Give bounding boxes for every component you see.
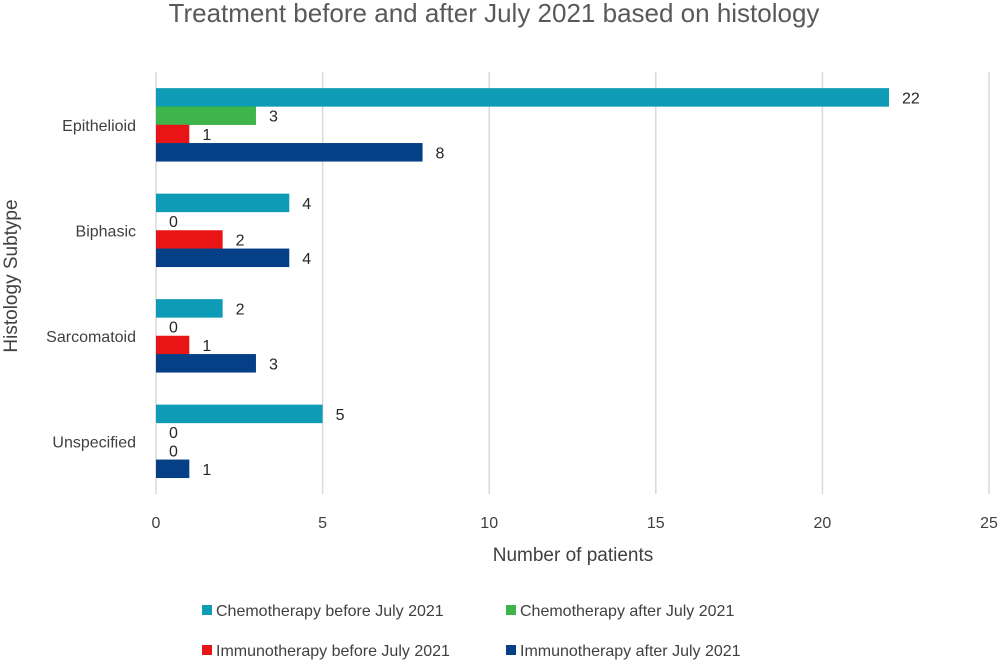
bar (156, 106, 256, 125)
legend-swatch (506, 605, 516, 615)
y-tick-label: Sarcomatoid (46, 329, 136, 346)
data-label: 1 (202, 338, 211, 355)
data-label: 2 (236, 301, 245, 318)
data-label: 22 (902, 90, 920, 107)
data-label: 3 (269, 356, 278, 373)
data-label: 3 (269, 109, 278, 126)
bar (156, 124, 190, 144)
legend-swatch (506, 645, 516, 655)
data-label: 1 (202, 462, 211, 479)
x-tick-label: 15 (647, 515, 665, 532)
bar (156, 143, 423, 162)
chart-title: Treatment before and after July 2021 bas… (169, 0, 820, 28)
x-tick-label: 20 (814, 515, 832, 532)
y-tick-label: Epithelioid (62, 118, 136, 135)
data-label: 0 (169, 425, 178, 442)
legend-label: Immunotherapy before July 2021 (216, 643, 450, 660)
legend: Chemotherapy before July 2021 Chemotherap… (202, 603, 741, 660)
data-label: 0 (169, 444, 178, 461)
y-axis-ticks: Epithelioid Biphasic Sarcomatoid Unspecifie… (46, 118, 136, 452)
bar (156, 193, 290, 213)
legend-label: Chemotherapy after July 2021 (520, 603, 734, 620)
bar (156, 248, 290, 268)
data-label: 8 (436, 145, 445, 162)
data-label: 4 (302, 251, 311, 268)
y-axis-label: Histology Subtype (1, 199, 22, 352)
y-tick-label: Biphasic (76, 223, 136, 240)
data-label: 5 (336, 407, 345, 424)
bar (156, 230, 223, 249)
bar (156, 335, 190, 355)
legend-swatch (202, 645, 212, 655)
data-label: 2 (236, 233, 245, 250)
x-tick-label: 25 (980, 515, 998, 532)
x-axis-label: Number of patients (493, 545, 654, 566)
data-label: 1 (202, 127, 211, 144)
bar (156, 299, 223, 318)
legend-swatch (202, 605, 212, 615)
bar (156, 459, 190, 479)
legend-label: Chemotherapy before July 2021 (216, 603, 444, 620)
bar (156, 354, 256, 373)
x-tick-label: 5 (318, 515, 327, 532)
x-tick-label: 10 (480, 515, 498, 532)
data-label: 0 (169, 320, 178, 337)
bar (156, 404, 323, 424)
legend-label: Immunotherapy after July 2021 (520, 643, 741, 660)
data-label: 0 (169, 214, 178, 231)
bars: 22 3 1 8 4 0 2 4 2 0 1 3 5 0 0 1 (156, 88, 920, 479)
y-tick-label: Unspecified (52, 434, 136, 451)
data-label: 4 (302, 196, 311, 213)
bar (156, 88, 890, 107)
x-tick-label: 0 (152, 515, 161, 532)
x-axis-ticks: 0 5 10 15 20 25 (152, 515, 998, 532)
gridlines (155, 72, 990, 494)
